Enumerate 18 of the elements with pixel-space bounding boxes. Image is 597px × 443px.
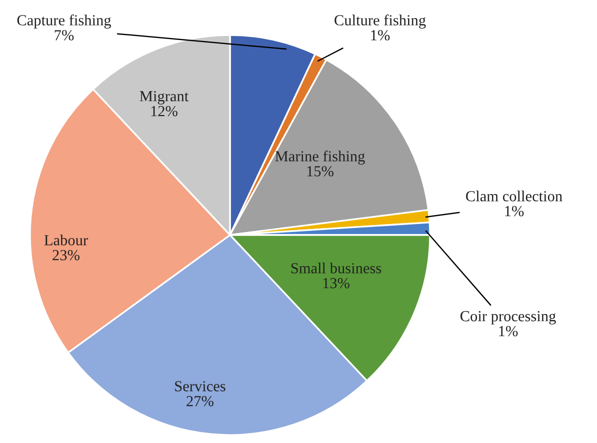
slice-label: Labour — [44, 234, 88, 246]
data-label: 27% — [186, 396, 214, 406]
slice-label: Clam collection — [466, 190, 562, 202]
slice-label: Small business — [291, 262, 382, 274]
slice-label: Services — [175, 381, 226, 392]
data-label: 1% — [499, 326, 518, 336]
data-label: 13% — [323, 278, 350, 288]
slice-label: Marine fishing — [275, 150, 365, 165]
data-label: 15% — [307, 166, 334, 176]
data-label: 12% — [151, 106, 178, 116]
slice-label: Culture fishing — [334, 14, 426, 29]
data-label: 1% — [505, 206, 524, 216]
slice-label: Capture fishing — [17, 14, 112, 29]
data-label: 1% — [371, 30, 390, 40]
slice-label: Migrant — [140, 91, 189, 104]
data-label: 23% — [52, 250, 80, 260]
slice-label: Coir processing — [460, 311, 556, 324]
data-label: 7% — [54, 30, 74, 40]
